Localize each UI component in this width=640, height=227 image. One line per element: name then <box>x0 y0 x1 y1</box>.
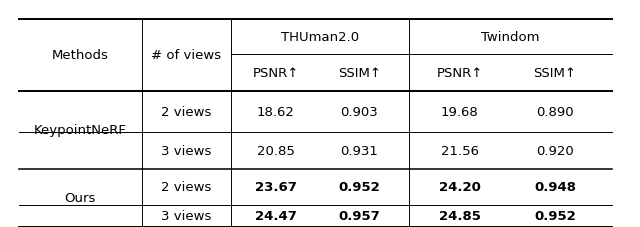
Text: 24.85: 24.85 <box>439 210 481 222</box>
Text: 3 views: 3 views <box>161 144 212 157</box>
Text: Ours: Ours <box>65 191 96 205</box>
Text: 2 views: 2 views <box>161 105 212 118</box>
Text: KeypointNeRF: KeypointNeRF <box>34 124 127 137</box>
Text: 0.952: 0.952 <box>339 180 380 194</box>
Text: 0.931: 0.931 <box>340 144 378 157</box>
Text: 2 views: 2 views <box>161 180 212 194</box>
Text: 0.920: 0.920 <box>536 144 574 157</box>
Text: PSNR↑: PSNR↑ <box>252 67 299 80</box>
Text: THUman2.0: THUman2.0 <box>281 31 359 44</box>
Text: 19.68: 19.68 <box>441 105 479 118</box>
Text: 0.890: 0.890 <box>536 105 574 118</box>
Text: 21.56: 21.56 <box>441 144 479 157</box>
Text: 0.952: 0.952 <box>534 210 576 222</box>
Text: 0.948: 0.948 <box>534 180 576 194</box>
Text: Methods: Methods <box>52 49 109 62</box>
Text: 0.903: 0.903 <box>340 105 378 118</box>
Text: SSIM↑: SSIM↑ <box>338 67 381 80</box>
Text: # of views: # of views <box>151 49 221 62</box>
Text: 24.47: 24.47 <box>255 210 296 222</box>
Text: 18.62: 18.62 <box>257 105 294 118</box>
Text: 20.85: 20.85 <box>257 144 294 157</box>
Text: 23.67: 23.67 <box>255 180 296 194</box>
Text: SSIM↑: SSIM↑ <box>534 67 577 80</box>
Text: 0.957: 0.957 <box>339 210 380 222</box>
Text: Twindom: Twindom <box>481 31 540 44</box>
Text: 24.20: 24.20 <box>439 180 481 194</box>
Text: PSNR↑: PSNR↑ <box>436 67 483 80</box>
Text: 3 views: 3 views <box>161 210 212 222</box>
